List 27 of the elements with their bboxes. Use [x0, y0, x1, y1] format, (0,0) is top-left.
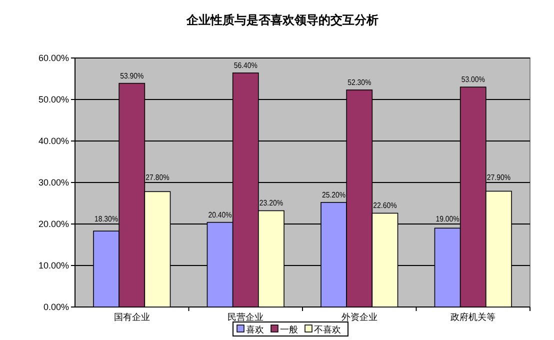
- data-label: 20.40%: [208, 210, 236, 220]
- chart-title: 企业性质与是否喜欢领导的交互分析: [186, 13, 378, 27]
- legend-label: 不喜欢: [314, 324, 341, 334]
- data-label: 53.00%: [461, 75, 488, 84]
- legend-label: 喜欢: [246, 324, 264, 334]
- data-label: 27.80%: [146, 173, 173, 182]
- y-tick-label: 10.00%: [38, 260, 69, 270]
- data-label: 52.30%: [348, 78, 375, 87]
- x-tick-label: 政府机关等: [450, 312, 496, 322]
- y-tick-label: 50.00%: [38, 94, 69, 104]
- data-label: 53.90%: [120, 71, 148, 80]
- legend-label: 一般: [280, 324, 298, 334]
- y-tick-label: 20.00%: [38, 219, 69, 229]
- x-tick-label: 国有企业: [114, 312, 150, 322]
- y-tick-label: 30.00%: [38, 178, 69, 188]
- data-label: 23.20%: [259, 198, 287, 208]
- y-tick-label: 0.00%: [43, 302, 69, 312]
- data-label: 18.30%: [94, 214, 122, 224]
- y-tick-label: 40.00%: [38, 136, 69, 146]
- x-tick-label: 民营企业: [228, 312, 264, 322]
- data-label: 25.20%: [322, 190, 350, 200]
- x-tick-label: 外资企业: [341, 312, 378, 322]
- data-label: 19.00%: [436, 214, 463, 224]
- data-label: 56.40%: [234, 60, 261, 70]
- y-tick-label: 60.00%: [38, 53, 69, 63]
- data-label: 22.60%: [373, 201, 400, 210]
- data-label: 27.90%: [486, 173, 514, 182]
